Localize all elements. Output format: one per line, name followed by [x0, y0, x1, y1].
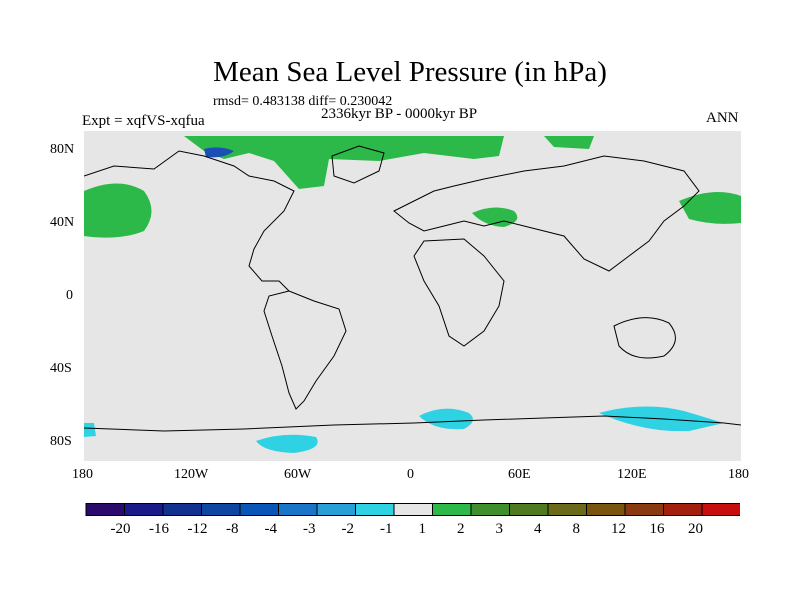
legend-swatch	[509, 503, 549, 516]
rmsd-diff-stats: rmsd= 0.483138 diff= 0.230042	[213, 94, 393, 109]
lon-tick-label: 180	[728, 467, 749, 482]
lon-tick-label: 120E	[617, 467, 647, 482]
legend-label: 16	[649, 521, 665, 537]
map-background	[84, 131, 741, 461]
legend-swatch	[85, 503, 125, 516]
legend-swatch	[124, 503, 164, 516]
lat-tick-label: 80N	[50, 142, 75, 157]
coastlines	[84, 145, 741, 432]
legend-swatch	[432, 503, 472, 516]
lon-tick-label: 0	[407, 467, 414, 482]
legend-label: 1	[418, 521, 427, 537]
legend-label: 3	[495, 521, 504, 537]
lat-tick-label: 40N	[50, 215, 75, 230]
pressure-difference-map	[84, 131, 741, 461]
legend-swatch	[162, 503, 202, 516]
positive-anomaly-regions	[84, 136, 741, 238]
legend-swatch	[470, 503, 510, 516]
legend-swatch	[355, 503, 395, 516]
legend-label: 8	[572, 521, 581, 537]
lat-tick-label: 80S	[50, 434, 72, 449]
season-label: ANN	[706, 110, 739, 126]
lon-tick-label: 60W	[284, 467, 312, 482]
lat-tick-label: 40S	[50, 361, 72, 376]
lon-tick-label: 180	[72, 467, 93, 482]
legend-label: -3	[303, 521, 316, 537]
experiment-label: Expt = xqfVS-xqfua	[82, 113, 205, 129]
legend-label: 4	[534, 521, 542, 537]
legend-label: -20	[110, 521, 131, 537]
lat-tick-label: 0	[66, 288, 73, 303]
legend-colorbar	[85, 503, 740, 516]
legend-swatch	[586, 503, 626, 516]
legend-label: -16	[149, 521, 169, 537]
legend-label: -8	[226, 521, 239, 537]
plot-title: Mean Sea Level Pressure (in hPa)	[213, 56, 607, 88]
legend-swatch	[663, 503, 703, 516]
legend-label: 20	[688, 521, 703, 537]
lon-tick-label: 120W	[174, 467, 209, 482]
legend-swatch	[316, 503, 356, 516]
legend-swatch	[278, 503, 318, 516]
legend-swatch	[624, 503, 664, 516]
legend-label: -4	[264, 521, 278, 537]
legend-label: 2	[457, 521, 465, 537]
legend-label: -1	[380, 521, 393, 537]
time-period-label: 2336kyr BP - 0000kyr BP	[321, 106, 478, 122]
legend-swatch	[547, 503, 587, 516]
legend-swatch	[239, 503, 279, 516]
legend-label: 12	[611, 521, 626, 537]
lon-tick-label: 60E	[508, 467, 531, 482]
legend-swatch	[701, 503, 740, 516]
legend-label: -2	[341, 521, 355, 537]
legend-label: -12	[187, 521, 208, 537]
legend-swatch	[393, 503, 433, 516]
legend-swatch	[201, 503, 241, 516]
